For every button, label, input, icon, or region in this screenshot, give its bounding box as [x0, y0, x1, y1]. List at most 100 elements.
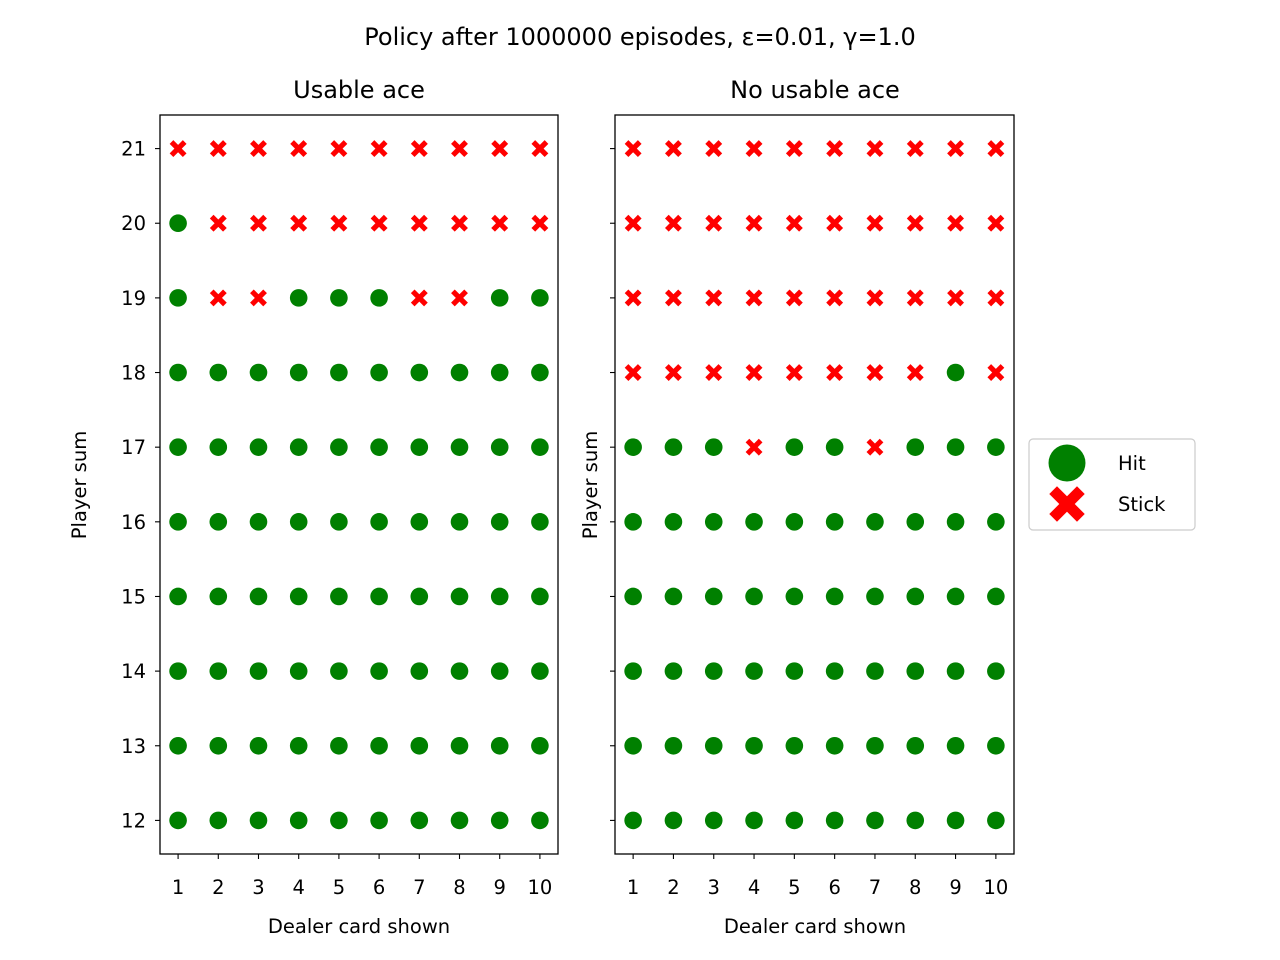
policy-point-hit	[450, 662, 469, 680]
policy-point-hit	[825, 587, 844, 606]
policy-point-stick	[451, 140, 468, 158]
policy-point-stick	[624, 214, 642, 232]
policy-point-hit	[664, 662, 683, 680]
policy-point-hit	[745, 513, 763, 531]
policy-point-stick	[785, 364, 803, 381]
policy-point-hit	[866, 587, 884, 606]
policy-point-hit	[169, 736, 187, 755]
policy-point-hit	[450, 587, 469, 606]
policy-point-hit	[169, 587, 187, 606]
policy-point-hit	[490, 513, 509, 531]
policy-point-hit	[664, 513, 683, 531]
policy-point-hit	[249, 662, 268, 680]
policy-point-hit	[169, 363, 187, 382]
policy-point-stick	[665, 364, 682, 381]
policy-point-stick	[209, 214, 227, 232]
y-axis-ticks	[610, 148, 615, 821]
x-tick-label: 4	[292, 876, 304, 899]
policy-point-hit	[249, 513, 268, 531]
x-tick-label: 10	[983, 876, 1008, 899]
y-axis-label: Player sum	[68, 431, 91, 539]
y-tick-label: 18	[121, 362, 146, 385]
x-tick-label: 10	[527, 876, 552, 899]
policy-point-stick	[665, 289, 682, 307]
policy-point-hit	[987, 736, 1005, 755]
policy-point-hit	[169, 513, 187, 531]
subplot-title: No usable ace	[730, 76, 900, 104]
y-tick-label: 13	[121, 735, 146, 758]
policy-point-hit	[531, 438, 549, 456]
policy-point-hit	[531, 811, 549, 830]
y-tick-label: 12	[121, 809, 146, 832]
x-tick-label: 2	[667, 876, 679, 899]
policy-point-hit	[745, 736, 763, 755]
policy-point-stick	[330, 140, 348, 158]
policy-point-hit	[987, 811, 1005, 830]
policy-point-hit	[531, 289, 549, 307]
policy-point-hit	[330, 363, 348, 382]
subplot-title: Usable ace	[293, 76, 425, 104]
policy-point-hit	[745, 811, 763, 830]
policy-point-hit	[209, 662, 228, 680]
policy-point-hit	[624, 587, 642, 606]
policy-point-hit	[209, 587, 228, 606]
policy-point-stick	[906, 140, 924, 158]
policy-point-hit	[906, 736, 925, 755]
policy-point-hit	[490, 811, 509, 830]
y-tick-label: 20	[121, 212, 146, 235]
policy-point-hit	[987, 438, 1005, 456]
policy-point-stick	[491, 214, 509, 232]
policy-point-hit	[946, 811, 965, 830]
policy-point-stick	[745, 289, 763, 307]
policy-point-hit	[370, 587, 388, 606]
policy-point-stick	[987, 364, 1005, 381]
policy-point-hit	[704, 587, 723, 606]
policy-point-hit	[169, 214, 187, 233]
policy-point-hit	[664, 811, 683, 830]
policy-point-stick	[705, 364, 723, 381]
policy-point-hit	[624, 811, 642, 830]
policy-point-stick	[866, 289, 884, 307]
legend-item-stick: Stick	[1049, 486, 1166, 522]
policy-point-stick	[531, 214, 549, 232]
policy-point-hit	[825, 662, 844, 680]
policy-point-stick	[987, 140, 1005, 158]
policy-point-hit	[785, 587, 804, 606]
x-axis-label: Dealer card shown	[724, 915, 906, 938]
legend-marker-hit	[1048, 444, 1086, 482]
y-tick-label: 15	[121, 585, 146, 608]
policy-point-hit	[866, 736, 884, 755]
policy-point-hit	[410, 363, 429, 382]
policy-point-hit	[785, 736, 804, 755]
policy-point-hit	[704, 662, 723, 680]
policy-point-hit	[866, 811, 884, 830]
x-axis-label: Dealer card shown	[268, 915, 450, 938]
policy-point-hit	[906, 811, 925, 830]
policy-point-hit	[450, 438, 469, 456]
policy-point-stick	[250, 214, 267, 232]
policy-point-hit	[664, 736, 683, 755]
policy-point-stick	[866, 364, 884, 381]
policy-point-hit	[169, 438, 187, 456]
policy-point-hit	[249, 363, 268, 382]
axes-frame	[159, 114, 559, 855]
policy-point-stick	[290, 140, 308, 158]
policy-point-stick	[906, 289, 924, 307]
policy-point-hit	[249, 811, 268, 830]
policy-point-hit	[289, 587, 308, 606]
policy-point-stick	[250, 140, 267, 158]
policy-point-stick	[745, 214, 763, 232]
policy-point-hit	[450, 811, 469, 830]
policy-point-stick	[531, 140, 549, 158]
policy-point-hit	[946, 363, 965, 382]
x-tick-label: 3	[252, 876, 264, 899]
policy-point-hit	[946, 736, 965, 755]
y-tick-label: 16	[121, 511, 146, 534]
policy-point-hit	[987, 513, 1005, 531]
policy-point-stick	[906, 364, 924, 381]
policy-point-stick	[665, 140, 682, 158]
policy-point-stick	[410, 140, 428, 158]
x-tick-label: 6	[373, 876, 385, 899]
policy-point-hit	[330, 513, 348, 531]
policy-point-hit	[249, 438, 268, 456]
